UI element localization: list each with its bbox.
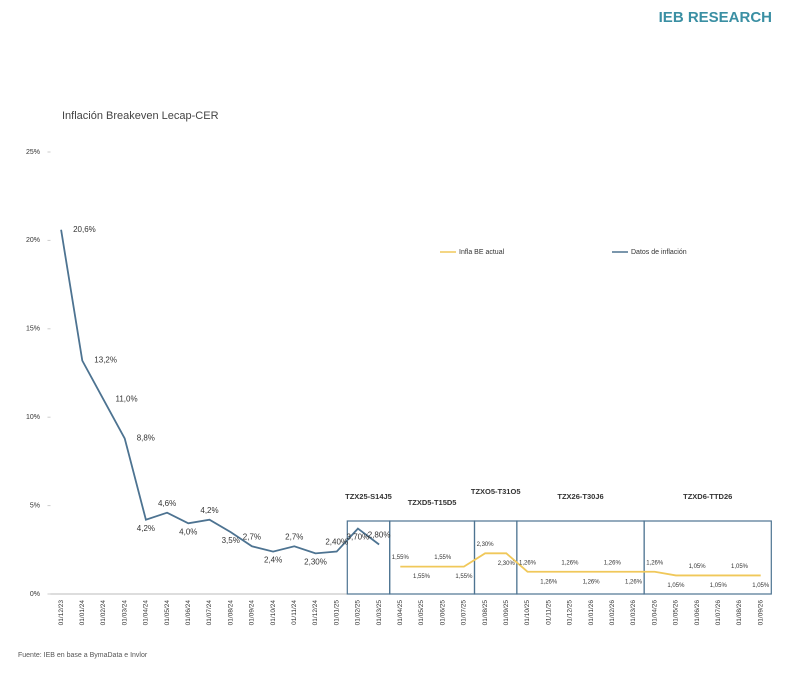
x-tick-label: 01/05/24	[164, 600, 171, 626]
data-label: 1,55%	[413, 574, 431, 580]
x-tick-label: 01/02/26	[609, 600, 616, 626]
data-label: 1,05%	[689, 564, 707, 570]
data-label: 20,6%	[73, 225, 96, 234]
brand: IEB RESEARCH	[659, 9, 772, 26]
x-tick-label: 01/04/26	[651, 600, 658, 626]
x-tick-label: 01/06/25	[439, 600, 446, 626]
data-label: 1,26%	[646, 560, 664, 566]
x-tick-label: 01/08/25	[482, 600, 489, 626]
y-tick-label: 5%	[30, 502, 40, 509]
data-label: 2,7%	[285, 532, 303, 541]
x-tick-label: 01/05/25	[418, 600, 425, 626]
data-label: 1,26%	[625, 579, 643, 585]
data-label: 4,0%	[179, 527, 197, 536]
x-tick-label: 01/12/24	[312, 600, 319, 626]
data-label: 2,4%	[264, 556, 282, 565]
data-label: 1,05%	[731, 564, 749, 570]
data-label: 2,30%	[498, 561, 516, 567]
y-tick-label: 25%	[26, 149, 40, 156]
series-line	[60, 229, 380, 555]
data-label: 2,30%	[304, 557, 327, 566]
data-label: 1,05%	[752, 583, 770, 589]
x-tick-label: 01/02/24	[100, 600, 107, 626]
data-label: 1,55%	[455, 574, 473, 580]
x-tick-label: 01/10/24	[270, 600, 277, 626]
y-tick-label: 20%	[26, 237, 40, 244]
data-label: 8,8%	[137, 434, 155, 443]
data-label: 4,2%	[137, 524, 155, 533]
data-label: 1,05%	[710, 583, 728, 589]
x-tick-label: 01/06/26	[694, 600, 701, 626]
x-tick-label: 01/09/24	[249, 600, 256, 626]
legend-label: Infla BE actual	[459, 249, 505, 256]
x-tick-label: 01/12/23	[58, 600, 65, 626]
chart-title: Inflación Breakeven Lecap-CER	[62, 110, 219, 122]
data-label: 1,55%	[392, 555, 410, 561]
x-tick-label: 01/08/24	[227, 600, 234, 626]
data-label: 4,6%	[158, 499, 176, 508]
x-tick-label: 01/08/26	[736, 600, 743, 626]
x-tick-label: 01/03/24	[121, 600, 128, 626]
x-tick-label: 01/09/25	[503, 600, 510, 626]
data-label: 1,26%	[561, 560, 579, 566]
annotation-box	[643, 520, 772, 595]
x-tick-label: 01/01/25	[333, 600, 340, 626]
data-label: 2,40%	[325, 538, 348, 547]
x-tick-label: 01/06/24	[185, 600, 192, 626]
data-label: 2,80%	[368, 531, 391, 540]
x-tick-label: 01/10/25	[524, 600, 531, 626]
x-tick-label: 01/07/25	[461, 600, 468, 626]
x-tick-label: 01/11/24	[291, 600, 298, 625]
data-label: 3,70%	[347, 533, 370, 542]
x-tick-label: 01/12/25	[567, 600, 574, 626]
data-label: 1,05%	[667, 583, 685, 589]
y-tick-label: 10%	[26, 414, 40, 421]
annotation: TZXO5-T31O5	[471, 487, 521, 496]
legend-label: Datos de inflación	[631, 249, 687, 256]
data-label: 1,26%	[519, 560, 537, 566]
annotation: TZXD5-T15D5	[408, 498, 457, 507]
data-label: 3,5%	[222, 536, 240, 545]
x-tick-label: 01/07/24	[206, 600, 213, 626]
x-tick-label: 01/05/26	[673, 600, 680, 626]
y-tick-label: 15%	[26, 326, 40, 333]
x-tick-label: 01/01/26	[588, 600, 595, 626]
x-tick-label: 01/01/24	[79, 600, 86, 626]
x-tick-label: 01/04/25	[397, 600, 404, 626]
data-label: 1,26%	[604, 560, 622, 566]
y-tick-label: 0%	[30, 591, 40, 598]
x-tick-label: 01/02/25	[355, 600, 362, 626]
annotation: TZXD6-TTD26	[683, 492, 732, 501]
data-label: 11,0%	[116, 395, 138, 404]
data-label: 2,30%	[477, 542, 495, 548]
data-label: 1,26%	[540, 579, 558, 585]
x-tick-label: 01/11/25	[545, 600, 552, 625]
x-tick-label: 01/07/26	[715, 600, 722, 626]
x-tick-label: 01/03/25	[376, 600, 383, 626]
data-label: 2,7%	[243, 532, 261, 541]
data-label: 1,55%	[434, 555, 452, 561]
x-tick-label: 01/09/26	[757, 600, 764, 626]
annotation: TZX25-S14J5	[345, 492, 392, 501]
x-tick-label: 01/03/26	[630, 600, 637, 626]
data-label: 13,2%	[94, 356, 117, 365]
series-line	[400, 552, 761, 577]
x-tick-label: 01/04/24	[143, 600, 150, 626]
data-label: 1,26%	[583, 579, 601, 585]
source: Fuente: IEB en base a BymaData e Invlor	[18, 652, 148, 659]
annotation: TZX26-T30J6	[557, 492, 603, 501]
data-label: 4,2%	[200, 506, 218, 515]
